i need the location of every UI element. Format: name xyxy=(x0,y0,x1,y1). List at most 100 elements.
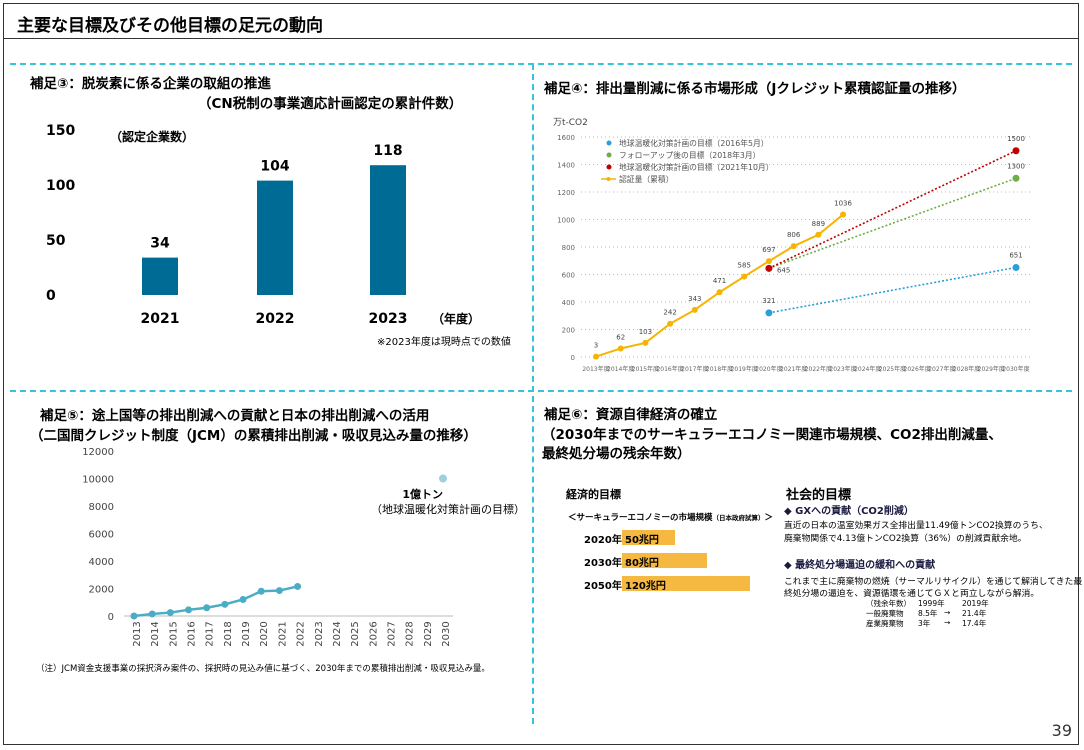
x-tick-label: 2020年度 xyxy=(755,365,782,373)
panel5-subtitle: （二国間クレジット制度（JCM）の累積排出削減・吸収見込み量の推移） xyxy=(30,428,477,444)
gx-text-2: 廃棄物関係で4.13億トンCO2換算（36%）の削減貢献余地。 xyxy=(784,534,1027,544)
x-tick-label: 2025 xyxy=(350,621,361,646)
y-tick-label: 0 xyxy=(571,354,575,362)
bar-value-label: 118 xyxy=(373,143,402,159)
target-point xyxy=(439,474,447,483)
legend-label: 地球温暖化対策計画の目標（2016年5月） xyxy=(619,138,769,148)
x-tick-label: 2023 xyxy=(369,311,408,327)
data-label: 585 xyxy=(738,262,751,270)
x-tick-label: 2013 xyxy=(132,621,143,646)
bar-2023 xyxy=(370,165,406,295)
x-tick-label: 2023 xyxy=(314,621,325,646)
x-tick-label: 2017 xyxy=(205,621,216,646)
target-label: 1億トン xyxy=(402,487,443,501)
y-tick-label: 600 xyxy=(562,272,575,280)
x-tick-label: 2026 xyxy=(368,621,379,646)
data-label: 1300 xyxy=(1007,162,1025,170)
y-tick-label: 8000 xyxy=(89,502,114,513)
gx-heading: ◆ GXへの貢献（CO2削減） xyxy=(784,506,914,517)
x-tick-label: 2018 xyxy=(223,621,234,646)
title-bar: 主要な目標及びその他目標の足元の動向 xyxy=(3,3,1079,39)
data-point xyxy=(840,211,847,218)
data-point xyxy=(593,353,599,360)
market-value-label: 80兆円 xyxy=(625,558,659,569)
y-axis-label: （認定企業数） xyxy=(110,129,194,144)
market-label: ＜サーキュラーエコノミーの市場規模（日本政府試算）＞ xyxy=(568,513,774,523)
panel3-title: 補足③：脱炭素に係る企業の取組の推進 xyxy=(30,76,271,92)
market-bar xyxy=(622,576,750,591)
divider-middle xyxy=(10,390,1072,392)
panel6-title: 補足⑥：資源自律経済の確立 xyxy=(544,407,718,423)
x-tick-label: 2017年度 xyxy=(681,365,708,373)
data-label: 321 xyxy=(762,297,775,305)
x-tick-label: 2022 xyxy=(296,621,307,646)
x-tick-label: 2019年度 xyxy=(731,365,758,373)
social-heading: 社会的目標 xyxy=(786,488,852,503)
data-point xyxy=(617,345,624,352)
x-tick-label: 2015年度 xyxy=(632,365,659,373)
y-tick-label: 50 xyxy=(46,233,66,249)
cn-tax-bar-chart: 0 50 100 150 （認定企業数） 34 2021 104 2022 118 2023 （年度） xyxy=(46,123,480,327)
panel6-subtitle-2: 最終処分場の残余年数） xyxy=(542,446,691,462)
landfill-text-1: これまで主に廃棄物の燃焼（サーマルリサイクル）を通じて解消してきた最 xyxy=(784,577,1083,587)
data-point xyxy=(185,606,193,614)
page-title: 主要な目標及びその他目標の足元の動向 xyxy=(17,16,323,36)
market-bar xyxy=(622,530,676,545)
panel5-footnote: （注）JCM資金支援事業の採択済み案件の、採択時の見込み値に基づく、2030年ま… xyxy=(36,664,490,674)
jcm-line-chart: 0 2000 4000 6000 8000 10000 12000 2013 2014 2015 2… xyxy=(82,447,525,647)
x-tick-label: 2016年度 xyxy=(656,365,683,373)
data-point xyxy=(239,596,247,603)
data-label: 3 xyxy=(594,342,598,350)
data-label: 697 xyxy=(762,246,775,254)
data-point xyxy=(148,610,156,618)
target-point xyxy=(1012,174,1020,182)
table-header-cell: 1999年 xyxy=(918,599,945,608)
table-header-cell: （残余年数） xyxy=(866,599,911,608)
legend-label: 認証量（累積） xyxy=(619,174,674,184)
y-tick-label: 800 xyxy=(562,244,575,252)
x-tick-label: 2030年度 xyxy=(1002,365,1029,373)
y-tick-label: 2000 xyxy=(89,585,114,596)
data-point xyxy=(815,231,822,238)
data-label: 343 xyxy=(688,295,701,303)
jcredit-line-chart: 万t-CO2 0 200 400 600 800 1000 1200 1400 1600 2013年… xyxy=(553,118,1031,373)
y-tick-label: 100 xyxy=(46,178,75,194)
target-point xyxy=(765,264,773,272)
data-label: 471 xyxy=(713,277,726,285)
legend-marker xyxy=(606,140,612,146)
bar-2021 xyxy=(142,257,178,295)
divider-vertical xyxy=(532,64,534,724)
bar-value-label: 34 xyxy=(150,236,170,252)
y-tick-label: 1400 xyxy=(557,162,575,170)
table-cell: 3年 xyxy=(918,619,931,628)
panel5-title: 補足⑤：途上国等の排出削減への貢献と日本の排出削減への活用 xyxy=(40,408,430,424)
data-point xyxy=(691,306,698,313)
x-tick-label: 2020 xyxy=(259,621,270,646)
legend-marker xyxy=(606,177,611,181)
x-tick-label: 2027 xyxy=(386,621,397,646)
x-tick-label: 2028年度 xyxy=(953,365,980,373)
landfill-heading: ◆ 最終処分場逼迫の緩和への貢献 xyxy=(784,560,936,571)
x-tick-label: 2023年度 xyxy=(829,365,856,373)
table-cell: 産業廃棄物 xyxy=(866,619,904,628)
bar-2022 xyxy=(257,180,293,295)
y-tick-label: 150 xyxy=(46,123,75,139)
x-tick-label: 2029 xyxy=(423,621,434,646)
x-tick-label: 2029年度 xyxy=(978,365,1005,373)
x-tick-label: 2027年度 xyxy=(928,365,955,373)
x-tick-label: 2024 xyxy=(332,621,343,646)
gx-text-1: 直近の日本の温室効果ガス全排出量11.49億トンCO2換算のうち、 xyxy=(784,521,1048,531)
panel6-subtitle-1: （2030年までのサーキュラーエコノミー関連市場規模、CO2排出削減量、 xyxy=(542,427,1002,443)
x-tick-label: 2024年度 xyxy=(854,365,881,373)
x-tick-label: 2021年度 xyxy=(780,365,807,373)
data-label: 651 xyxy=(1009,251,1022,259)
data-label: 62 xyxy=(616,333,625,341)
data-label: 1500 xyxy=(1007,135,1025,143)
y-tick-label: 0 xyxy=(108,612,114,623)
data-point xyxy=(130,612,138,620)
data-point xyxy=(221,600,229,608)
market-bar xyxy=(622,553,708,568)
y-tick-label: 10000 xyxy=(82,475,114,486)
panel3-subtitle: （CN税制の事業適応計画認定の累計件数） xyxy=(198,96,463,112)
series-line-jcm xyxy=(133,585,298,618)
